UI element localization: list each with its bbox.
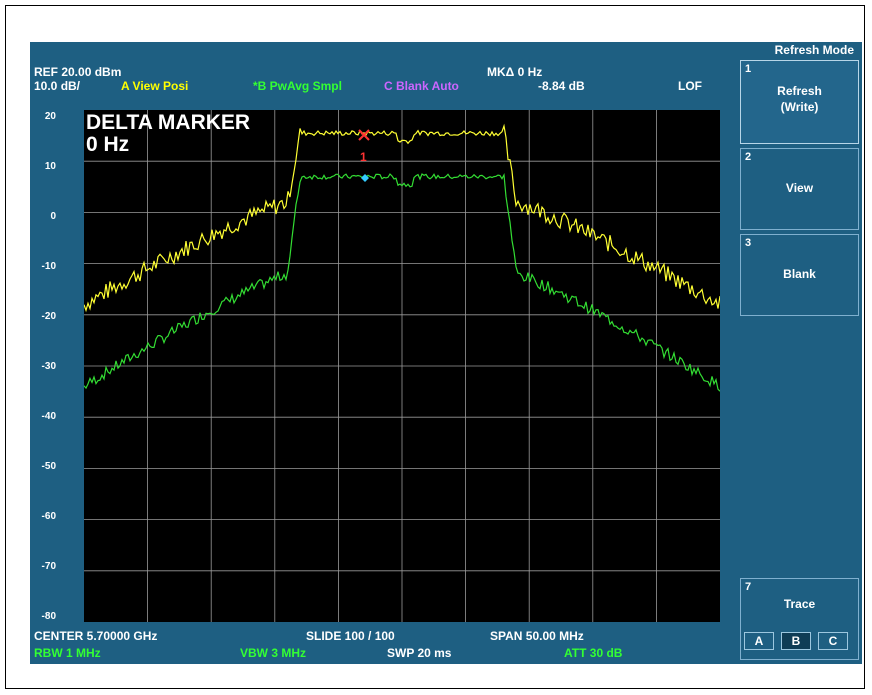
center-frequency: CENTER 5.70000 GHz <box>34 629 158 643</box>
delta-marker-readout: MKΔ 0 Hz <box>487 65 543 79</box>
y-tick: 20 <box>44 111 56 122</box>
softkey-number: 7 <box>745 581 752 593</box>
rbw-setting: RBW 1 MHz <box>34 646 101 660</box>
softkey-number: 3 <box>745 237 752 249</box>
trace-a-button[interactable]: A <box>744 632 774 650</box>
sweep-time: SWP 20 ms <box>387 646 452 660</box>
y-tick: -60 <box>41 511 56 522</box>
y-tick: -40 <box>41 411 56 422</box>
delta-marker-value: -8.84 dB <box>538 79 585 93</box>
plot-grid <box>84 110 720 622</box>
delta-marker-title: DELTA MARKER <box>86 111 251 134</box>
attenuation: ATT 30 dB <box>564 646 623 660</box>
y-tick: -50 <box>41 461 56 472</box>
trace-c-status[interactable]: C Blank Auto <box>384 79 459 93</box>
marker-1-x <box>358 129 370 141</box>
blank-softkey[interactable]: 3 Blank <box>740 234 859 316</box>
vbw-setting: VBW 3 MHz <box>240 646 306 660</box>
delta-marker-offset: 0 Hz <box>86 133 130 156</box>
lof-indicator: LOF <box>678 79 702 93</box>
trace-a-status[interactable]: A View Posi <box>121 79 189 93</box>
y-tick: 10 <box>44 161 56 172</box>
menu-title: Refresh Mode <box>774 43 854 57</box>
softkey-label: Refresh <box>777 84 822 98</box>
trace-a-line <box>84 123 720 313</box>
delta-marker-diamond <box>361 174 369 182</box>
softkey-number: 1 <box>745 63 752 75</box>
trace-b-status[interactable]: *B PwAvg Smpl <box>253 79 342 93</box>
ref-level: REF 20.00 dBm <box>34 65 122 79</box>
softkey-sublabel: (Write) <box>780 100 819 114</box>
span-frequency: SPAN 50.00 MHz <box>490 629 584 643</box>
y-tick: -80 <box>41 611 56 622</box>
softkey-number: 2 <box>745 151 752 163</box>
softkey-label: Blank <box>783 267 816 281</box>
slide-indicator: SLIDE 100 / 100 <box>306 629 395 643</box>
softkey-label: View <box>785 181 814 195</box>
spectrum-canvas <box>84 110 720 622</box>
softkey-label: Trace <box>783 597 816 611</box>
y-tick: -20 <box>41 311 56 322</box>
trace-c-button[interactable]: C <box>818 632 848 650</box>
outer-frame <box>5 5 865 689</box>
spectrum-plot[interactable]: DELTA MARKER 0 Hz 1 <box>84 110 720 622</box>
y-tick: -30 <box>41 361 56 372</box>
refresh-write-softkey[interactable]: 1 Refresh (Write) <box>740 60 859 144</box>
y-tick: -10 <box>41 261 56 272</box>
y-tick: -70 <box>41 561 56 572</box>
scale-per-div: 10.0 dB/ <box>34 79 81 93</box>
view-softkey[interactable]: 2 View <box>740 148 859 230</box>
marker-number: 1 <box>360 150 367 164</box>
trace-b-line <box>84 172 720 392</box>
trace-b-button[interactable]: B <box>781 632 811 650</box>
y-tick: 0 <box>50 211 56 222</box>
